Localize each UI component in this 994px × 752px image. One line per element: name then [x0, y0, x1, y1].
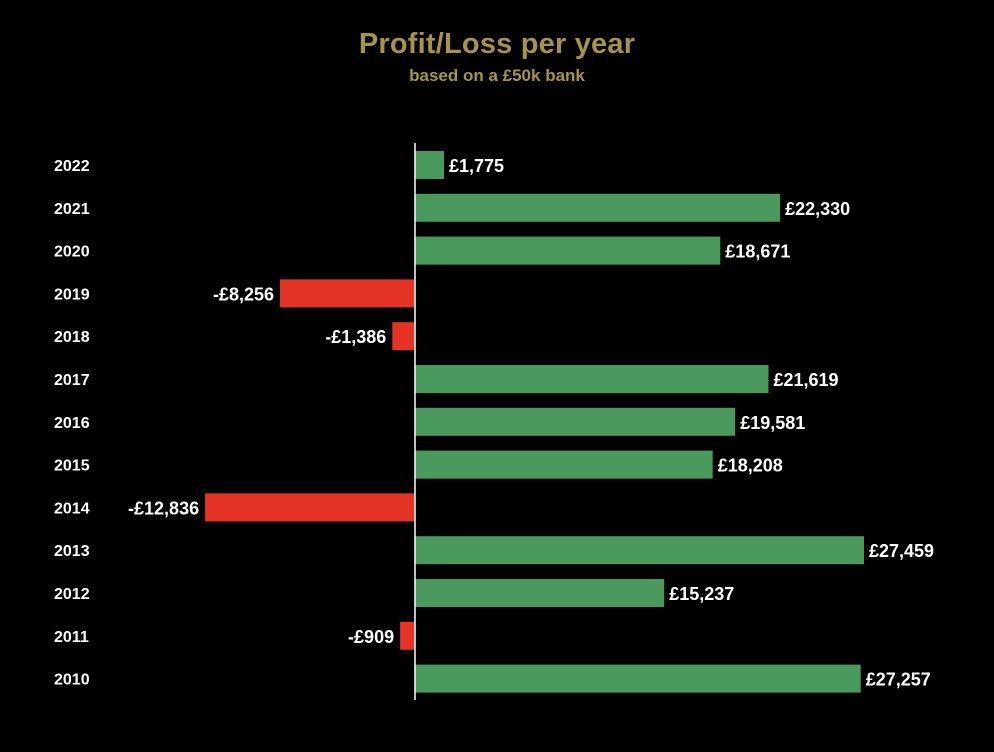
category-label-2020: 2020 — [54, 244, 90, 261]
data-label-2012: £15,237 — [669, 584, 734, 604]
bar-2021 — [415, 193, 781, 222]
category-label-2012: 2012 — [54, 586, 90, 603]
data-label-2022: £1,775 — [449, 156, 504, 176]
chart-title: Profit/Loss per year — [358, 28, 636, 60]
bars-layer — [205, 151, 864, 693]
bar-2013 — [415, 536, 864, 565]
data-label-2020: £18,671 — [725, 242, 790, 262]
data-label-2019: -£8,256 — [213, 284, 274, 304]
data-label-2017: £21,619 — [774, 370, 839, 390]
bar-2010 — [415, 664, 861, 693]
category-label-2014: 2014 — [54, 500, 90, 517]
category-label-2011: 2011 — [54, 629, 89, 646]
bar-2019 — [280, 279, 415, 308]
category-label-2010: 2010 — [54, 672, 90, 689]
bar-2014 — [205, 493, 415, 522]
category-label-2016: 2016 — [54, 415, 90, 432]
data-label-2018: -£1,386 — [325, 327, 386, 347]
data-label-2014: -£12,836 — [128, 498, 199, 518]
category-label-2022: 2022 — [54, 158, 90, 175]
data-label-2010: £27,257 — [866, 670, 931, 690]
category-label-2019: 2019 — [54, 286, 90, 303]
category-label-2017: 2017 — [54, 372, 90, 389]
chart-subtitle: based on a £50k bank — [409, 66, 585, 85]
bar-2015 — [415, 450, 713, 479]
data-label-2013: £27,459 — [869, 541, 934, 561]
data-label-2015: £18,208 — [718, 456, 783, 476]
category-label-2015: 2015 — [54, 458, 90, 475]
category-label-2021: 2021 — [54, 201, 90, 218]
data-label-2021: £22,330 — [785, 199, 850, 219]
bar-2016 — [415, 407, 736, 436]
bar-2012 — [415, 579, 665, 607]
bar-2020 — [415, 236, 721, 265]
bar-2017 — [415, 365, 769, 393]
data-label-2011: -£909 — [348, 627, 394, 647]
bar-2022 — [415, 151, 444, 179]
labels-layer: 2022 £1,775 2021 £22,330 2020 £18,671 2019 -£8,… — [54, 156, 934, 690]
category-label-2018: 2018 — [54, 329, 90, 346]
bar-2011 — [400, 621, 415, 650]
data-label-2016: £19,581 — [740, 413, 805, 433]
bar-2018 — [392, 322, 415, 351]
category-label-2013: 2013 — [54, 543, 90, 560]
